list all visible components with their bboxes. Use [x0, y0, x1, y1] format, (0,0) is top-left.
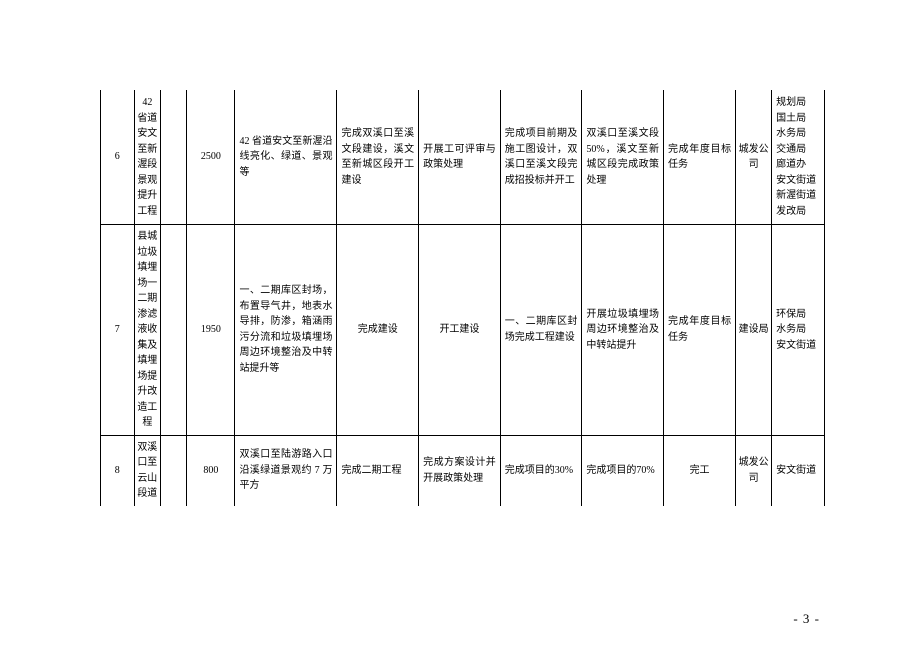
cell-num: 2500 [187, 90, 235, 225]
table-row: 7 县城垃圾填埋场一二期渗滤液收集及填埋场提升改造工程 1950 一、二期库区封… [101, 225, 825, 436]
cell-c2: 开工建设 [419, 225, 501, 436]
cell-spare [161, 90, 187, 225]
cell-desc: 42 省道安文至新渥沿线亮化、绿道、景观等 [235, 90, 337, 225]
cell-num: 1950 [187, 225, 235, 436]
cell-c1: 完成二期工程 [337, 435, 419, 506]
cell-name: 县城垃圾填埋场一二期渗滤液收集及填埋场提升改造工程 [134, 225, 160, 436]
cell-desc: 一、二期库区封场，布置导气井，地表水导排，防渗，箱涵雨污分流和垃圾填埋场周边环境… [235, 225, 337, 436]
cell-c3: 完成项目前期及施工图设计，双溪口至溪文段完成招投标并开工 [500, 90, 582, 225]
cell-c1: 完成双溪口至溪文段建设，溪文至新城区段开工建设 [337, 90, 419, 225]
cell-c2: 开展工可评审与政策处理 [419, 90, 501, 225]
table-row: 6 42 省道安文至新渥段景观提升工程 2500 42 省道安文至新渥沿线亮化、… [101, 90, 825, 225]
cell-c3: 一、二期库区封场完成工程建设 [500, 225, 582, 436]
cell-c7: 规划局 国土局 水务局 交通局 廊道办 安文街道 新渥街道 发改局 [772, 90, 825, 225]
cell-c3: 完成项目的30% [500, 435, 582, 506]
cell-c7: 安文街道 [772, 435, 825, 506]
cell-spare [161, 435, 187, 506]
cell-c6: 城发公司 [736, 90, 772, 225]
cell-no: 7 [101, 225, 135, 436]
table-row: 8 双溪口至云山段道 800 双溪口至陆游路入口沿溪绿道景观约 7 万平方 完成… [101, 435, 825, 506]
cell-c7: 环保局 水务局 安文街道 [772, 225, 825, 436]
page-number: - 3 - [793, 611, 820, 627]
cell-c5: 完成年度目标任务 [664, 90, 736, 225]
cell-no: 8 [101, 435, 135, 506]
cell-c5: 完成年度目标任务 [664, 225, 736, 436]
cell-c6: 建设局 [736, 225, 772, 436]
cell-num: 800 [187, 435, 235, 506]
cell-c5: 完工 [664, 435, 736, 506]
cell-spare [161, 225, 187, 436]
cell-c4: 开展垃圾填埋场周边环境整治及中转站提升 [582, 225, 664, 436]
project-table: 6 42 省道安文至新渥段景观提升工程 2500 42 省道安文至新渥沿线亮化、… [100, 90, 825, 506]
cell-c4: 完成项目的70% [582, 435, 664, 506]
cell-c2: 完成方案设计并开展政策处理 [419, 435, 501, 506]
cell-name: 双溪口至云山段道 [134, 435, 160, 506]
cell-c6: 城发公司 [736, 435, 772, 506]
cell-c1: 完成建设 [337, 225, 419, 436]
cell-no: 6 [101, 90, 135, 225]
cell-c4: 双溪口至溪文段 50%，溪文至新城区段完成政策处理 [582, 90, 664, 225]
cell-desc: 双溪口至陆游路入口沿溪绿道景观约 7 万平方 [235, 435, 337, 506]
cell-name: 42 省道安文至新渥段景观提升工程 [134, 90, 160, 225]
